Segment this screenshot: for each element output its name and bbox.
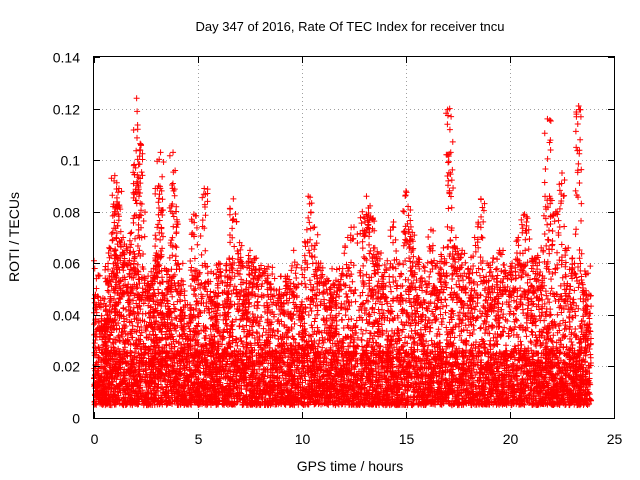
data-point (444, 354, 451, 361)
chart-title: Day 347 of 2016, Rate Of TEC Index for r… (195, 19, 504, 34)
data-points (91, 95, 595, 409)
